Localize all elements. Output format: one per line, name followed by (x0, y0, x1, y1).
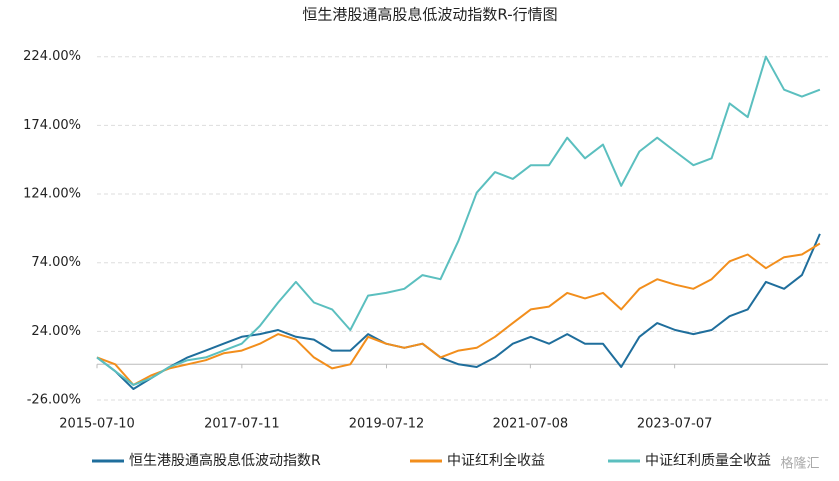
y-tick-label: 74.00% (31, 255, 81, 270)
y-tick-label: 124.00% (23, 187, 81, 202)
y-tick-label: 224.00% (23, 49, 81, 64)
watermark: 格隆汇 (780, 456, 819, 472)
series-line (96, 242, 821, 386)
legend-label: 中证红利全收益 (447, 452, 545, 469)
series-line (96, 233, 821, 390)
legend-label: 中证红利质量全收益 (645, 452, 771, 469)
x-tick-label: 2015-07-10 (59, 417, 135, 432)
x-tick-label: 2021-07-08 (493, 417, 569, 432)
x-tick-label: 2017-07-11 (204, 417, 280, 432)
x-tick-label: 2019-07-12 (349, 417, 425, 432)
series-line (96, 55, 821, 386)
y-tick-label: -26.00% (27, 393, 81, 408)
y-tick-label: 24.00% (31, 324, 81, 339)
y-tick-label: 174.00% (23, 118, 81, 133)
legend-label: 恒生港股通高股息低波动指数R (129, 452, 321, 469)
x-tick-label: 2023-07-07 (637, 417, 713, 432)
chart-title: 恒生港股通高股息低波动指数R-行情图 (302, 6, 557, 24)
